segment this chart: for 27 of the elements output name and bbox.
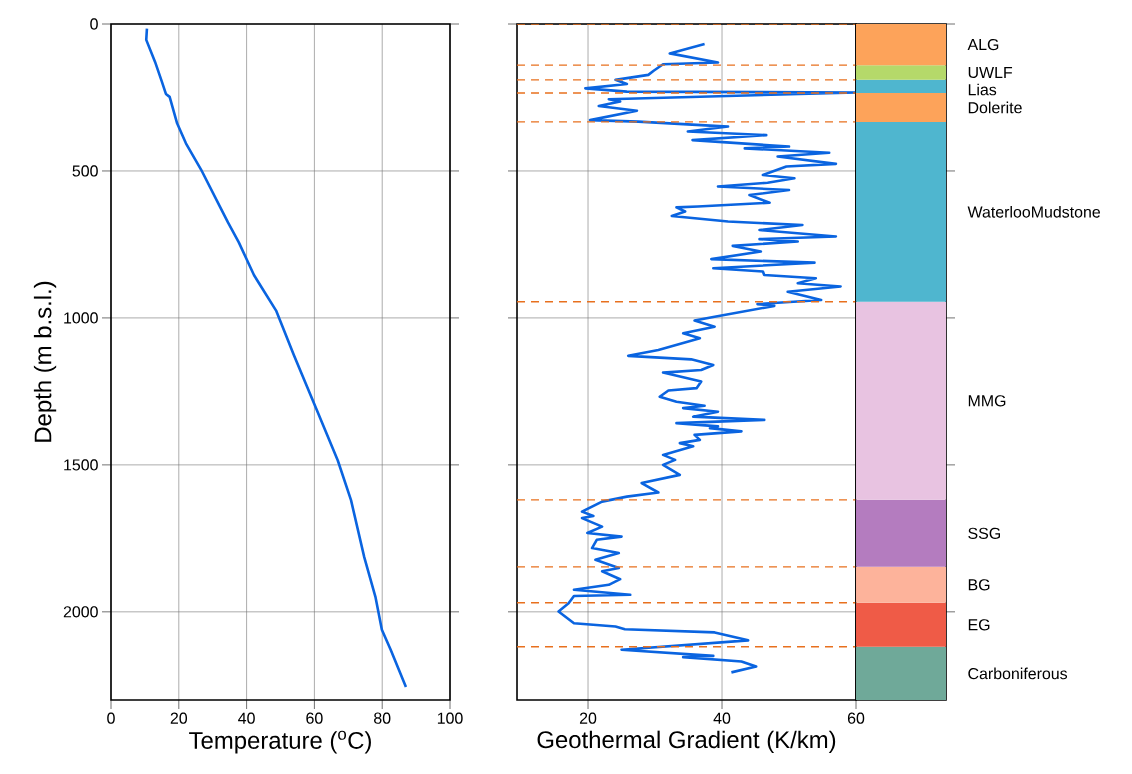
- x-tick-label: 100: [437, 712, 463, 724]
- x-tick-label: 40: [238, 712, 255, 724]
- series-label: EG: [968, 619, 990, 631]
- y-tick-label: 500: [72, 165, 98, 177]
- y-tick-label: 1000: [64, 312, 98, 324]
- x-tick-label: 60: [847, 712, 865, 724]
- series-label: SSG: [968, 527, 1000, 539]
- y-tick-label: 2000: [63, 606, 98, 618]
- x-tick-label: 60: [306, 712, 323, 724]
- series-label: Lias: [968, 83, 997, 96]
- x-axis-title: Temperature ($^{o}$C): [189, 730, 371, 754]
- series-label: ALG: [967, 38, 999, 51]
- series-label: WaterlooMudstone: [967, 205, 1101, 218]
- x-tick-label: 40: [713, 712, 731, 724]
- x-tick-label: 20: [579, 712, 597, 724]
- x-axis-title: Geothermal Gradient (K/km): [537, 730, 836, 753]
- y-axis-title: Depth (m b.s.l.): [33, 281, 57, 442]
- series-label: Dolerite: [968, 101, 1022, 114]
- x-tick-label: 20: [170, 712, 188, 724]
- x-tick-label: 80: [374, 712, 391, 724]
- series-label: Carboniferous: [968, 667, 1068, 680]
- series-label: MMG: [968, 395, 1006, 407]
- y-tick-label: 0: [90, 18, 98, 30]
- series-label: BG: [968, 579, 990, 591]
- series-label: UWLF: [968, 66, 1013, 79]
- x-tick-label: 0: [107, 712, 115, 724]
- y-tick-label: 1500: [64, 459, 98, 471]
